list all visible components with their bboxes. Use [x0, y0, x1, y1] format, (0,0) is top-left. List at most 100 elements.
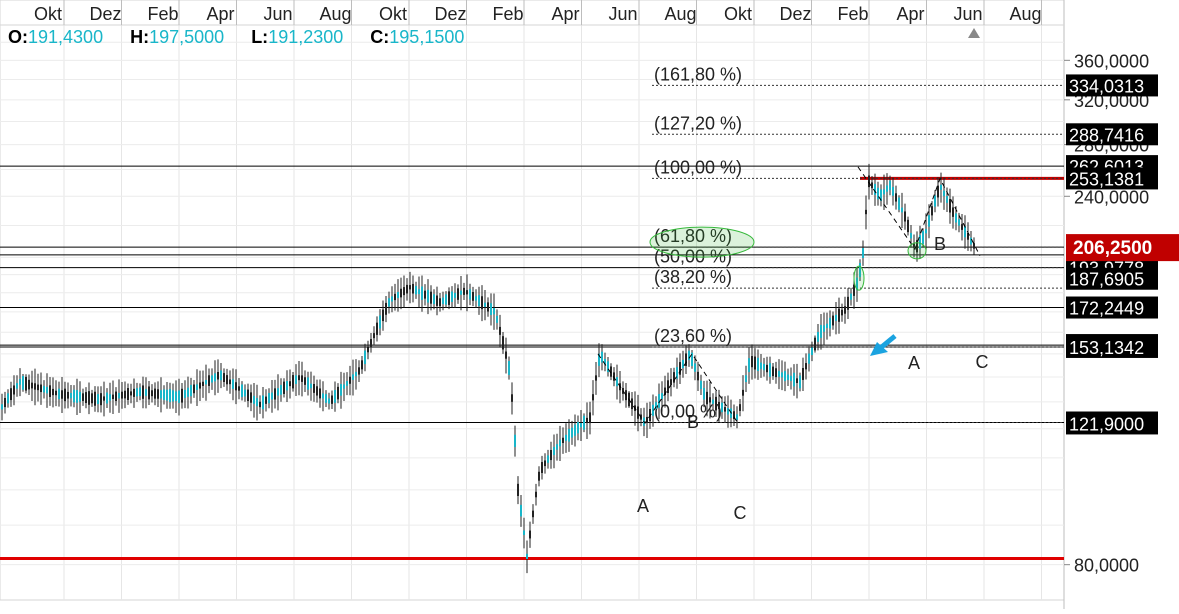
fib-level-label: (161,80 %) — [654, 64, 742, 84]
candle-body — [100, 393, 102, 406]
candle-body — [562, 437, 564, 444]
candle-body — [901, 207, 903, 213]
candle-body — [571, 427, 573, 438]
candle-body — [457, 288, 459, 300]
candle-body — [775, 368, 777, 378]
candle-body — [508, 360, 510, 375]
candle-body — [295, 375, 297, 384]
candle-body — [538, 471, 540, 481]
candle-body — [439, 298, 441, 307]
candle-body — [523, 530, 525, 535]
x-tick-label: Jun — [263, 4, 292, 24]
candle-body — [946, 196, 948, 203]
candle-body — [499, 326, 501, 335]
fib-level-label: (0,00 %) — [654, 402, 722, 422]
candle-body — [31, 382, 33, 389]
candle-body — [94, 391, 96, 406]
candle-body — [952, 207, 954, 217]
high-value: 197,5000 — [149, 27, 225, 47]
candle-body — [343, 384, 345, 389]
candle-body — [520, 504, 522, 517]
candle-body — [109, 394, 111, 401]
candle-body — [541, 462, 543, 473]
candle-body — [208, 375, 210, 386]
candle-body — [202, 381, 204, 386]
candle-body — [589, 412, 591, 424]
price-label-box — [1066, 74, 1158, 97]
candle-body — [175, 391, 177, 402]
candle-body — [889, 180, 891, 191]
candle-body — [373, 333, 375, 339]
candle-body — [166, 389, 168, 401]
candle-body — [841, 309, 843, 316]
candle-body — [49, 385, 51, 397]
candle-body — [304, 377, 306, 385]
candle-body — [79, 391, 81, 402]
candle-body — [199, 382, 201, 389]
candle-body — [394, 293, 396, 301]
candle-body — [913, 243, 915, 248]
candle-body — [832, 315, 834, 326]
candle-body — [142, 385, 144, 399]
candle-body — [82, 393, 84, 401]
candle-body — [88, 391, 90, 405]
candle-body — [73, 389, 75, 403]
candle-body — [172, 390, 174, 402]
candle-body — [481, 296, 483, 310]
candle-body — [40, 384, 42, 393]
candle-body — [118, 392, 120, 399]
candle-body — [409, 285, 411, 290]
candle-body — [157, 389, 159, 399]
x-tick-label: Okt — [34, 4, 62, 24]
candle-body — [583, 415, 585, 430]
candle-body — [238, 386, 240, 391]
x-axis: Okt Dez Feb Apr Jun Aug Okt Dez Feb Apr Jun Aug Okt D… — [34, 0, 1042, 25]
candle-body — [328, 398, 330, 404]
candle-body — [367, 347, 369, 353]
candle-body — [502, 336, 504, 350]
candle-body — [316, 386, 318, 396]
candle-body — [805, 363, 807, 370]
candle-body — [196, 384, 198, 390]
candle-body — [829, 317, 831, 329]
candle-body — [325, 394, 327, 403]
candle-body — [595, 375, 597, 381]
candle-body — [340, 384, 342, 396]
candle-body — [145, 389, 147, 396]
candle-body — [454, 292, 456, 298]
candle-body — [352, 374, 354, 380]
candle-body — [964, 226, 966, 238]
fib-level-label: (100,00 %) — [654, 157, 742, 177]
candle-body — [550, 449, 552, 461]
candle-body — [769, 363, 771, 377]
candle-body — [565, 434, 567, 441]
candle-body — [250, 392, 252, 403]
candle-body — [397, 291, 399, 299]
x-tick-label: Dez — [779, 4, 811, 24]
y-tick-label: 360,0000 — [1074, 51, 1149, 71]
candle-body — [283, 381, 285, 394]
candle-body — [214, 373, 216, 382]
candle-body — [319, 388, 321, 399]
candle-body — [892, 186, 894, 196]
candle-body — [85, 392, 87, 404]
candle-body — [580, 423, 582, 428]
candle-body — [463, 287, 465, 295]
candle-body — [517, 483, 519, 496]
candle-body — [322, 393, 324, 399]
candle-body — [235, 382, 237, 391]
candle-body — [271, 392, 273, 400]
grid — [0, 0, 1065, 609]
candle-body — [106, 392, 108, 404]
highlight-ellipse — [649, 226, 755, 258]
candle-body — [760, 362, 762, 369]
candle-body — [847, 296, 849, 310]
candle-body — [559, 439, 561, 447]
candle-body — [955, 213, 957, 223]
x-tick-label: Feb — [492, 4, 523, 24]
close-label: C: — [370, 27, 390, 47]
candle-body — [331, 395, 333, 404]
candle-body — [334, 389, 336, 403]
candle-body — [136, 388, 138, 397]
